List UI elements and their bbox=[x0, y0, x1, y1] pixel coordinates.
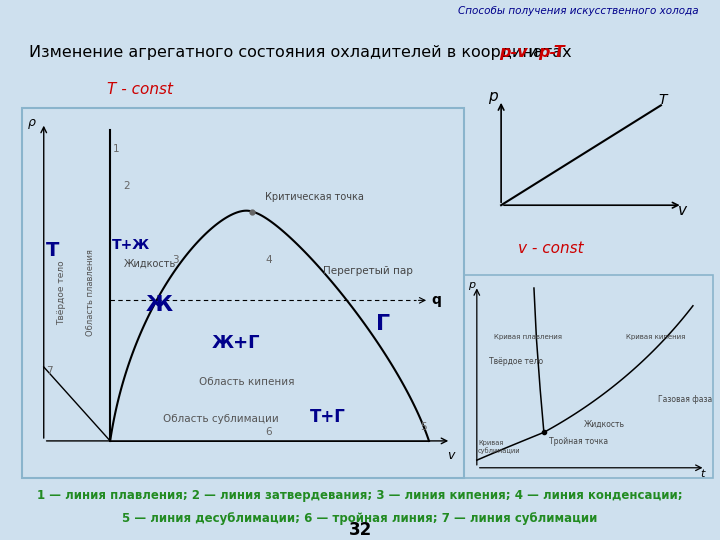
Text: Твёрдое тело: Твёрдое тело bbox=[57, 261, 66, 325]
Text: Г: Г bbox=[376, 314, 390, 334]
Text: p-v: p-v bbox=[499, 45, 528, 60]
Text: Изменение агрегатного состояния охладителей в координатах: Изменение агрегатного состояния охладите… bbox=[29, 45, 577, 60]
Text: Область плавления: Область плавления bbox=[86, 249, 95, 336]
Bar bbox=[464, 275, 713, 478]
Text: Газовая фаза: Газовая фаза bbox=[658, 395, 712, 404]
Text: Т+Г: Т+Г bbox=[310, 408, 346, 427]
Text: 4: 4 bbox=[265, 255, 271, 265]
Text: $\mathbf{q}$: $\mathbf{q}$ bbox=[431, 294, 442, 309]
Text: Ж+Г: Ж+Г bbox=[212, 334, 261, 353]
Text: Область кипения: Область кипения bbox=[199, 377, 294, 387]
Text: 1 — линия плавления; 2 — линия затвердевания; 3 — линия кипения; 4 — линия конде: 1 — линия плавления; 2 — линия затвердев… bbox=[37, 489, 683, 502]
Text: T - const: T - const bbox=[107, 82, 174, 97]
Text: p: p bbox=[488, 89, 498, 104]
Text: v: v bbox=[446, 449, 454, 462]
Text: 7: 7 bbox=[46, 366, 53, 376]
Text: 6: 6 bbox=[265, 427, 271, 437]
Text: Ж: Ж bbox=[145, 295, 173, 315]
Text: 5: 5 bbox=[420, 422, 427, 432]
Text: Жидкость: Жидкость bbox=[123, 259, 176, 269]
Text: Способы получения искусственного холода: Способы получения искусственного холода bbox=[458, 6, 698, 16]
Text: 3: 3 bbox=[172, 255, 179, 265]
Text: Область сублимации: Область сублимации bbox=[163, 414, 279, 424]
Text: ρ: ρ bbox=[28, 117, 36, 130]
Text: p-T: p-T bbox=[539, 45, 565, 60]
Text: Кривая
сублимации: Кривая сублимации bbox=[478, 440, 521, 454]
Text: 5 — линия десублимации; 6 — тройная линия; 7 — линия сублимации: 5 — линия десублимации; 6 — тройная лини… bbox=[122, 512, 598, 525]
Text: Тройная точка: Тройная точка bbox=[549, 437, 608, 445]
Text: 2: 2 bbox=[123, 181, 130, 191]
Text: v - const: v - const bbox=[518, 241, 584, 256]
Text: Т: Т bbox=[46, 241, 59, 260]
Text: Твёрдое тело: Твёрдое тело bbox=[490, 357, 544, 366]
Bar bbox=[22, 108, 464, 478]
Text: Т+Ж: Т+Ж bbox=[112, 238, 150, 252]
Text: p: p bbox=[468, 280, 475, 290]
Text: Жидкость: Жидкость bbox=[584, 420, 625, 429]
Text: 1: 1 bbox=[112, 144, 119, 154]
Text: Перегретый пар: Перегретый пар bbox=[323, 266, 413, 276]
Text: 32: 32 bbox=[348, 521, 372, 539]
Text: t: t bbox=[701, 469, 705, 478]
Text: T: T bbox=[659, 93, 667, 107]
Text: Критическая точка: Критическая точка bbox=[265, 192, 364, 202]
Text: v: v bbox=[678, 202, 687, 218]
Text: Кривая кипения: Кривая кипения bbox=[626, 334, 685, 340]
Text: и: и bbox=[523, 45, 544, 60]
Text: Кривая плавления: Кривая плавления bbox=[494, 334, 562, 340]
